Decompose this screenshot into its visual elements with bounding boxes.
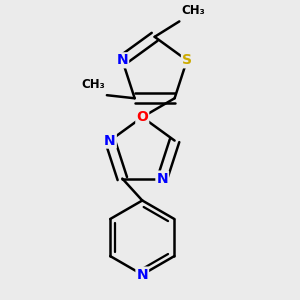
Text: CH₃: CH₃ [82,79,105,92]
Text: O: O [136,110,148,124]
Text: S: S [182,53,192,67]
Text: N: N [156,172,168,186]
Text: CH₃: CH₃ [181,4,205,17]
Text: N: N [116,53,128,67]
Text: N: N [104,134,116,148]
Text: N: N [136,268,148,282]
